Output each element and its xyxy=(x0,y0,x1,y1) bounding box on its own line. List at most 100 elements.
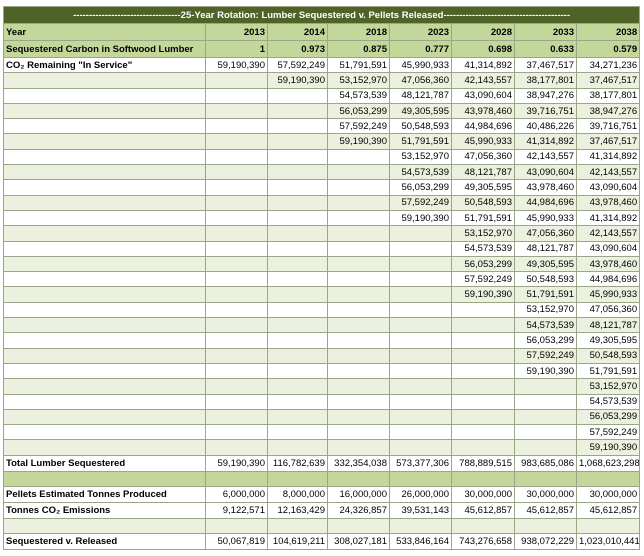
cell: 43,090,604 xyxy=(575,179,641,196)
cell: 41,314,892 xyxy=(575,209,641,227)
cell: 37,467,517 xyxy=(575,72,641,89)
row-label xyxy=(3,255,206,273)
cell: 0.973 xyxy=(267,40,328,58)
cell: 45,990,933 xyxy=(389,56,452,74)
cell xyxy=(267,332,328,349)
table-row: 57,592,249 50,548,593 xyxy=(3,347,641,364)
row-label xyxy=(3,194,206,211)
cell xyxy=(451,408,515,426)
cell xyxy=(451,393,515,410)
row-label xyxy=(3,118,206,135)
cell: 788,889,515 xyxy=(451,454,515,472)
cell: 1,068,623,298 xyxy=(575,454,641,472)
table-row: 53,152,970 xyxy=(3,378,641,395)
cell xyxy=(267,102,328,120)
cell: 39,716,751 xyxy=(514,102,577,120)
cell: 30,000,000 xyxy=(575,485,641,503)
table-row: 56,053,299 49,305,595 43,978,460 43,090,604 xyxy=(3,179,641,196)
row-label xyxy=(3,148,206,166)
table-row: 53,152,970 47,056,360 xyxy=(3,301,641,319)
table-row: 54,573,539 48,121,787 43,090,604 xyxy=(3,240,641,257)
cell: 24,326,857 xyxy=(327,501,390,519)
cell xyxy=(205,347,268,364)
row-label xyxy=(3,72,206,89)
cell xyxy=(205,378,268,395)
cell: 57,592,249 xyxy=(389,194,452,211)
cell xyxy=(267,378,328,395)
cell: 57,592,249 xyxy=(514,347,577,364)
table-row: 54,573,539 48,121,787 43,090,604 38,947,276… xyxy=(3,87,641,104)
cell: 938,072,229 xyxy=(514,532,577,550)
cell xyxy=(327,301,390,319)
cell: 54,573,539 xyxy=(514,317,577,334)
cell: 40,486,226 xyxy=(514,118,577,135)
cell: 56,053,299 xyxy=(389,179,452,196)
row-label xyxy=(3,393,206,410)
cell xyxy=(451,347,515,364)
row-label xyxy=(3,332,206,349)
cell: 49,305,595 xyxy=(451,179,515,196)
cell xyxy=(514,378,577,395)
cell: 41,314,892 xyxy=(451,56,515,74)
cell: 50,548,593 xyxy=(389,118,452,135)
cell: 573,377,306 xyxy=(389,454,452,472)
cell xyxy=(205,194,268,211)
cell: 45,990,933 xyxy=(514,209,577,227)
row-label xyxy=(3,179,206,196)
cell xyxy=(205,72,268,89)
cell xyxy=(205,102,268,120)
table-row: 56,053,299 49,305,595 xyxy=(3,332,641,349)
cell: 104,619,211 xyxy=(267,532,328,550)
cell: 44,984,696 xyxy=(451,118,515,135)
row-label xyxy=(3,517,206,534)
cell: 0.777 xyxy=(389,40,452,58)
cell xyxy=(327,517,390,534)
cell xyxy=(389,393,452,410)
cell xyxy=(575,470,641,487)
cell: 39,531,143 xyxy=(389,501,452,519)
cell: 50,548,593 xyxy=(514,271,577,288)
cell xyxy=(205,332,268,349)
cell xyxy=(514,424,577,441)
table-row: 54,573,539 xyxy=(3,393,641,410)
cell xyxy=(205,255,268,273)
row-label xyxy=(3,271,206,288)
cell xyxy=(267,87,328,104)
cell: 45,990,933 xyxy=(575,286,641,303)
cell: 51,791,591 xyxy=(327,56,390,74)
cell xyxy=(389,347,452,364)
cell: 2018 xyxy=(327,23,390,41)
cell xyxy=(451,470,515,487)
cell xyxy=(327,255,390,273)
row-label xyxy=(3,87,206,104)
cell xyxy=(451,301,515,319)
table-row: 56,053,299 49,305,595 43,978,460 39,716,751… xyxy=(3,102,641,120)
cell xyxy=(205,225,268,242)
cell: 43,090,604 xyxy=(575,240,641,257)
cell xyxy=(267,225,328,242)
cell xyxy=(205,301,268,319)
table-row: 54,573,539 48,121,787 xyxy=(3,317,641,334)
cell: 50,067,819 xyxy=(205,532,268,550)
cell xyxy=(205,286,268,303)
table-row: CO₂ Remaining "In Service" 59,190,390 57,5… xyxy=(3,56,641,74)
cell: 16,000,000 xyxy=(327,485,390,503)
cell: 43,978,460 xyxy=(575,194,641,211)
cell xyxy=(267,393,328,410)
table-row: Tonnes CO₂ Emissions 9,122,571 12,163,429 2… xyxy=(3,501,641,519)
cell xyxy=(451,362,515,380)
table-row: 57,592,249 50,548,593 44,984,696 43,978,460 xyxy=(3,194,641,211)
cell: 1,023,010,441 xyxy=(575,532,641,550)
cell xyxy=(389,424,452,441)
cell: 44,984,696 xyxy=(514,194,577,211)
cell: 42,143,557 xyxy=(514,148,577,166)
table-body: ----------------------------------25-Yea… xyxy=(2,6,641,550)
title-row: ----------------------------------25-Yea… xyxy=(2,6,641,24)
row-label xyxy=(3,209,206,227)
table-row: 59,190,390 xyxy=(3,439,641,456)
cell xyxy=(267,286,328,303)
cell xyxy=(389,378,452,395)
cell: 48,121,787 xyxy=(451,164,515,181)
cell: 38,947,276 xyxy=(514,87,577,104)
table-row: 54,573,539 48,121,787 43,090,604 42,143,557 xyxy=(3,164,641,181)
